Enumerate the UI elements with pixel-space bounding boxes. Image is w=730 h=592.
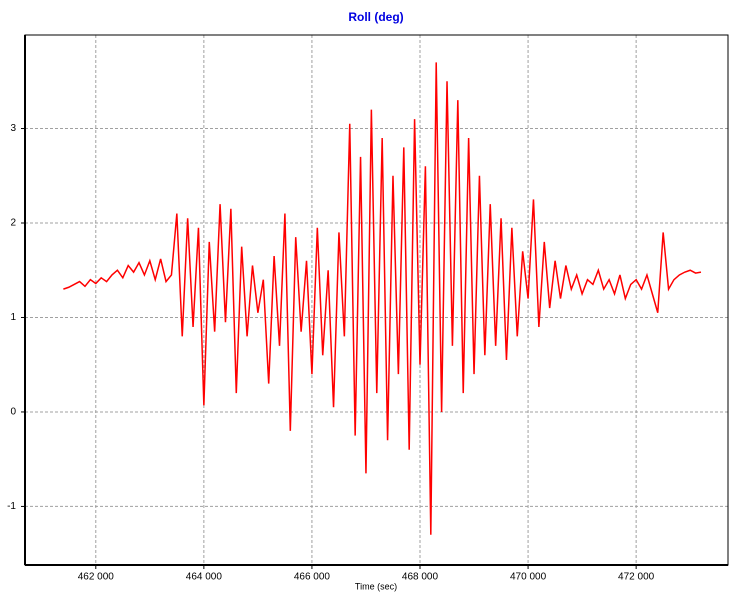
x-axis-label: Time (sec)	[355, 581, 397, 591]
chart-title: Roll (deg)	[348, 10, 403, 24]
x-tick-label: 462 000	[78, 572, 115, 583]
y-tick-label: 3	[10, 123, 16, 134]
x-tick-label: 466 000	[294, 572, 331, 583]
x-tick-label: 468 000	[402, 572, 439, 583]
x-tick-label: 472 000	[618, 572, 655, 583]
data-line	[63, 62, 702, 535]
y-tick-label: 2	[10, 218, 16, 229]
y-tick-label: 0	[10, 407, 16, 418]
plot-frame	[24, 34, 729, 566]
x-tick-label: 470 000	[510, 572, 547, 583]
y-tick-label: 1	[10, 312, 16, 323]
y-tick-label: -1	[7, 501, 16, 512]
x-tick-label: 464 000	[186, 572, 223, 583]
